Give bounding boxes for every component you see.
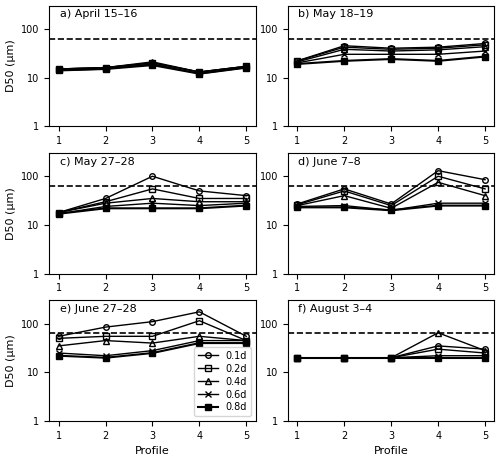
Legend: 0.1d, 0.2d, 0.4d, 0.6d, 0.8d: 0.1d, 0.2d, 0.4d, 0.6d, 0.8d [194,347,251,416]
X-axis label: Profile: Profile [135,446,170,456]
Text: a) April 15–16: a) April 15–16 [60,9,137,19]
Y-axis label: D50 (μm): D50 (μm) [6,334,16,387]
Y-axis label: D50 (μm): D50 (μm) [6,187,16,240]
X-axis label: Profile: Profile [374,446,408,456]
Text: b) May 18–19: b) May 18–19 [298,9,374,19]
Y-axis label: D50 (μm): D50 (μm) [6,40,16,92]
Text: c) May 27–28: c) May 27–28 [60,157,134,167]
Text: f) August 3–4: f) August 3–4 [298,304,372,314]
Text: d) June 7–8: d) June 7–8 [298,157,361,167]
Text: e) June 27–28: e) June 27–28 [60,304,136,314]
